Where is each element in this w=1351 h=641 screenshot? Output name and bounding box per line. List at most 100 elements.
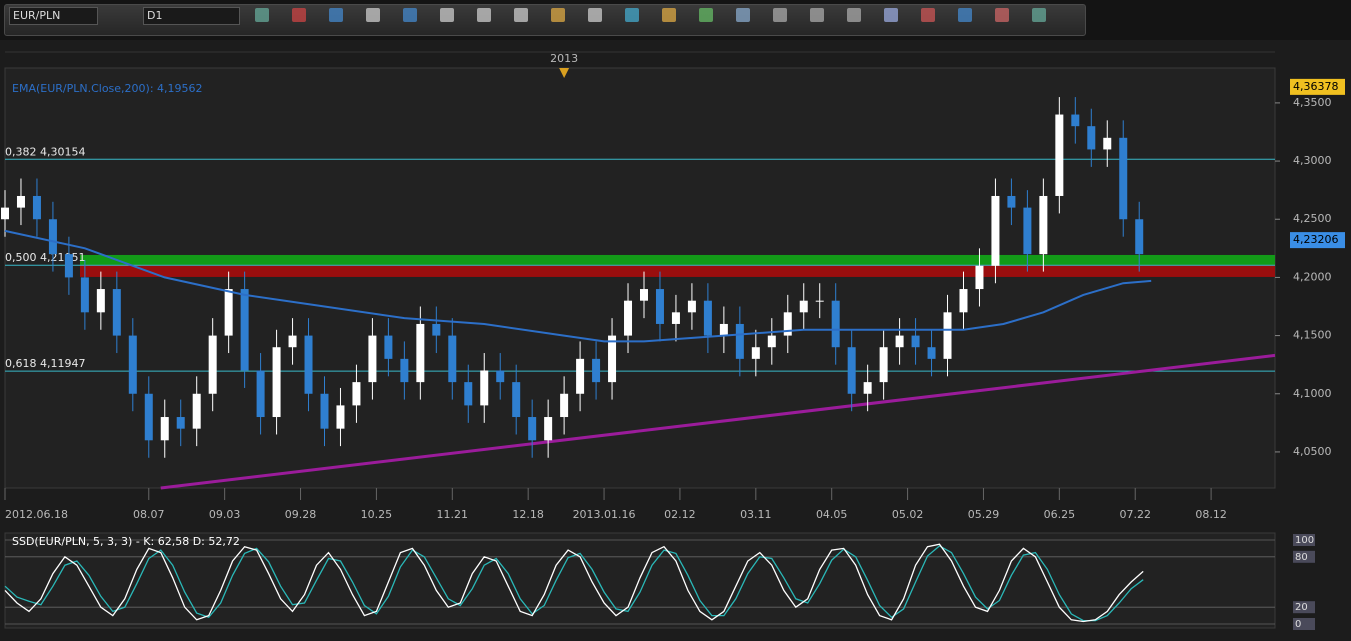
x-tick-label: 09.03 <box>209 508 241 521</box>
candle-body <box>1007 195 1016 208</box>
candle-body <box>400 358 409 383</box>
y-tick-label: 4,0500 <box>1293 445 1332 458</box>
candle-body <box>1135 219 1144 255</box>
x-tick-label: 05.29 <box>968 508 1000 521</box>
tool-button[interactable] <box>884 8 898 22</box>
candle-body <box>208 335 217 394</box>
candle-body <box>512 382 521 418</box>
candle-body <box>32 195 41 220</box>
y-tick-label: 80 <box>1295 552 1308 563</box>
y-tick-box <box>1293 534 1315 546</box>
x-tick-label: 08.07 <box>133 508 165 521</box>
candle-body <box>911 335 920 348</box>
candle-body <box>831 300 840 348</box>
tool-button[interactable] <box>847 8 861 22</box>
y-tick-label: 20 <box>1295 602 1308 613</box>
y-tick-label: 0 <box>1295 619 1301 630</box>
price-label: 4,36378 <box>1293 80 1339 93</box>
zone <box>80 254 1275 265</box>
symbol-select[interactable]: EUR/PLN <box>9 7 98 25</box>
tool-button[interactable] <box>736 8 750 22</box>
candle-body <box>256 370 265 418</box>
candle-body <box>144 393 153 441</box>
candle-body <box>480 370 489 406</box>
tool-button[interactable] <box>662 8 676 22</box>
candle-body <box>16 195 25 208</box>
candle-body <box>160 417 169 441</box>
tool-button[interactable] <box>292 8 306 22</box>
candle-body <box>639 289 648 301</box>
candle-body <box>336 405 345 429</box>
candle-body <box>352 382 361 406</box>
candle-body <box>959 289 968 313</box>
tool-button[interactable] <box>773 8 787 22</box>
candle-body <box>655 289 664 324</box>
candle-body <box>416 323 425 383</box>
candle-body <box>64 254 73 278</box>
timeframe-select[interactable]: D1 <box>143 7 240 25</box>
y-tick-label: 4,1000 <box>1293 387 1332 400</box>
fib-label: 0,382 4,30154 <box>5 145 85 158</box>
tool-button[interactable] <box>255 8 269 22</box>
tool-button[interactable] <box>625 8 639 22</box>
candle-body <box>687 300 696 313</box>
tool-button[interactable] <box>329 8 343 22</box>
candle-body <box>799 300 808 313</box>
candle-body <box>96 289 105 313</box>
candle-body <box>592 358 601 383</box>
candle-body <box>112 289 121 336</box>
candle-body <box>1 207 9 220</box>
tool-button[interactable] <box>699 8 713 22</box>
candle-body <box>272 347 281 418</box>
y-tick-label: 4,3000 <box>1293 154 1332 167</box>
candle-body <box>48 219 57 255</box>
oscillator-line <box>4 545 1144 622</box>
candle-body <box>735 323 744 359</box>
tool-button[interactable] <box>477 8 491 22</box>
candle-body <box>719 323 728 336</box>
candle-body <box>192 393 201 429</box>
tool-button[interactable] <box>551 8 565 22</box>
candle-body <box>432 323 441 336</box>
candle-body <box>128 335 137 394</box>
y-tick-label: 100 <box>1295 535 1314 546</box>
tool-button[interactable] <box>588 8 602 22</box>
candle-body <box>895 335 904 348</box>
x-tick-label: 02.12 <box>664 508 696 521</box>
trendline <box>160 353 1276 490</box>
y-tick-label: 4,1500 <box>1293 329 1332 342</box>
x-tick-label: 08.12 <box>1195 508 1227 521</box>
candle-body <box>576 358 585 394</box>
y-tick-box <box>1293 601 1315 614</box>
candle-body <box>1039 195 1048 255</box>
candle-body <box>943 312 952 359</box>
candle-body <box>384 335 393 359</box>
tool-button[interactable] <box>403 8 417 22</box>
candle-body <box>464 382 473 406</box>
candle-body <box>1023 207 1032 255</box>
tool-button[interactable] <box>1032 8 1046 22</box>
candle-body <box>544 417 553 441</box>
candle-body <box>847 347 856 394</box>
y-tick-box <box>1293 550 1315 563</box>
candle-body <box>783 312 792 336</box>
ema-line <box>4 229 1152 343</box>
price-label-box <box>1290 232 1345 249</box>
candle-body <box>975 265 984 290</box>
tool-button[interactable] <box>958 8 972 22</box>
tool-button[interactable] <box>366 8 380 22</box>
x-tick-label: 10.25 <box>361 508 393 521</box>
tool-button[interactable] <box>514 8 528 22</box>
tool-button[interactable] <box>810 8 824 22</box>
x-tick-label: 06.25 <box>1044 508 1076 521</box>
tool-button[interactable] <box>440 8 454 22</box>
candle-body <box>528 417 537 441</box>
tool-button[interactable] <box>995 8 1009 22</box>
candle-body <box>448 335 457 383</box>
price-label: 4,23206 <box>1293 233 1339 246</box>
candle-body <box>879 347 888 383</box>
candle-body <box>767 335 776 348</box>
oscillator-title: SSD(EUR/PLN, 5, 3, 3) - K: 62,58 D: 52,7… <box>12 535 240 548</box>
tool-button[interactable] <box>921 8 935 22</box>
